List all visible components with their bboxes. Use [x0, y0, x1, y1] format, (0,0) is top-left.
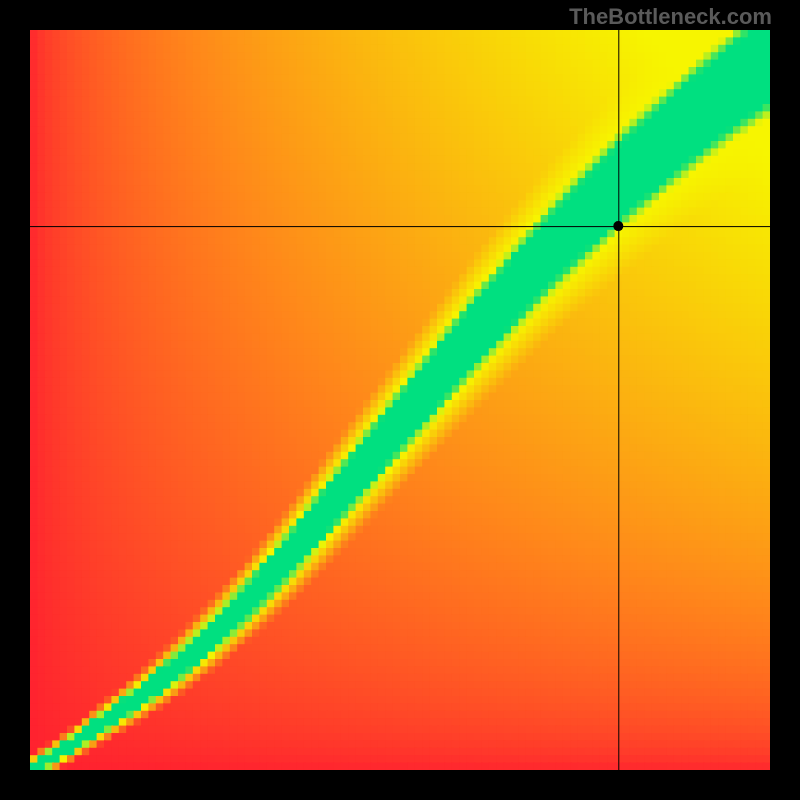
bottleneck-heatmap	[30, 30, 770, 770]
watermark-text: TheBottleneck.com	[569, 4, 772, 30]
